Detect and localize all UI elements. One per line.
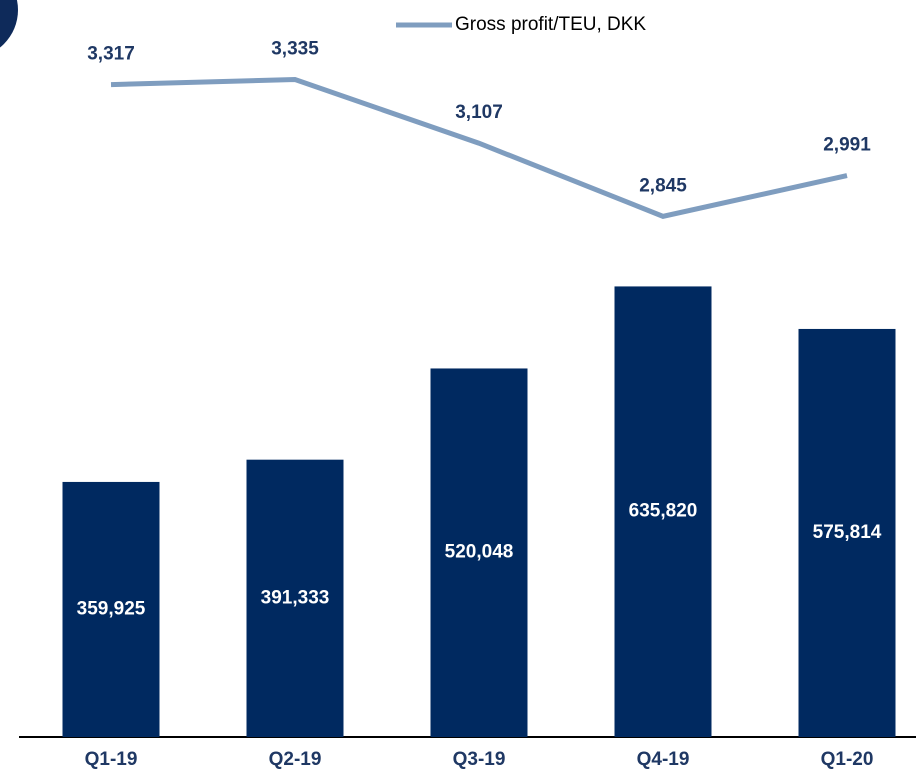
bar bbox=[430, 368, 528, 737]
bar-value-label: 359,925 bbox=[77, 598, 146, 619]
x-tick-label: Q2-19 bbox=[269, 749, 322, 770]
bar-value-label: 635,820 bbox=[629, 501, 698, 522]
x-tick-label: Q3-19 bbox=[453, 749, 506, 770]
line-value-label: 3,107 bbox=[455, 102, 503, 123]
line-value-label: 2,845 bbox=[639, 175, 687, 196]
bar bbox=[614, 286, 712, 737]
line-value-label: 2,991 bbox=[823, 135, 871, 156]
corner-logo bbox=[0, 0, 18, 48]
x-tick-label: Q1-20 bbox=[821, 749, 874, 770]
bar bbox=[246, 459, 344, 737]
x-tick-label: Q4-19 bbox=[637, 749, 690, 770]
legend-label: Gross profit/TEU, DKK bbox=[455, 14, 646, 35]
x-tick-label: Q1-19 bbox=[85, 749, 138, 770]
bar-value-label: 520,048 bbox=[445, 542, 514, 563]
line-value-label: 3,317 bbox=[87, 44, 135, 65]
bar-value-label: 575,814 bbox=[813, 522, 882, 543]
line-value-label: 3,335 bbox=[271, 39, 319, 60]
bar bbox=[798, 328, 896, 737]
bar-value-label: 391,333 bbox=[261, 587, 330, 608]
line bbox=[110, 77, 848, 219]
bar bbox=[62, 481, 160, 737]
